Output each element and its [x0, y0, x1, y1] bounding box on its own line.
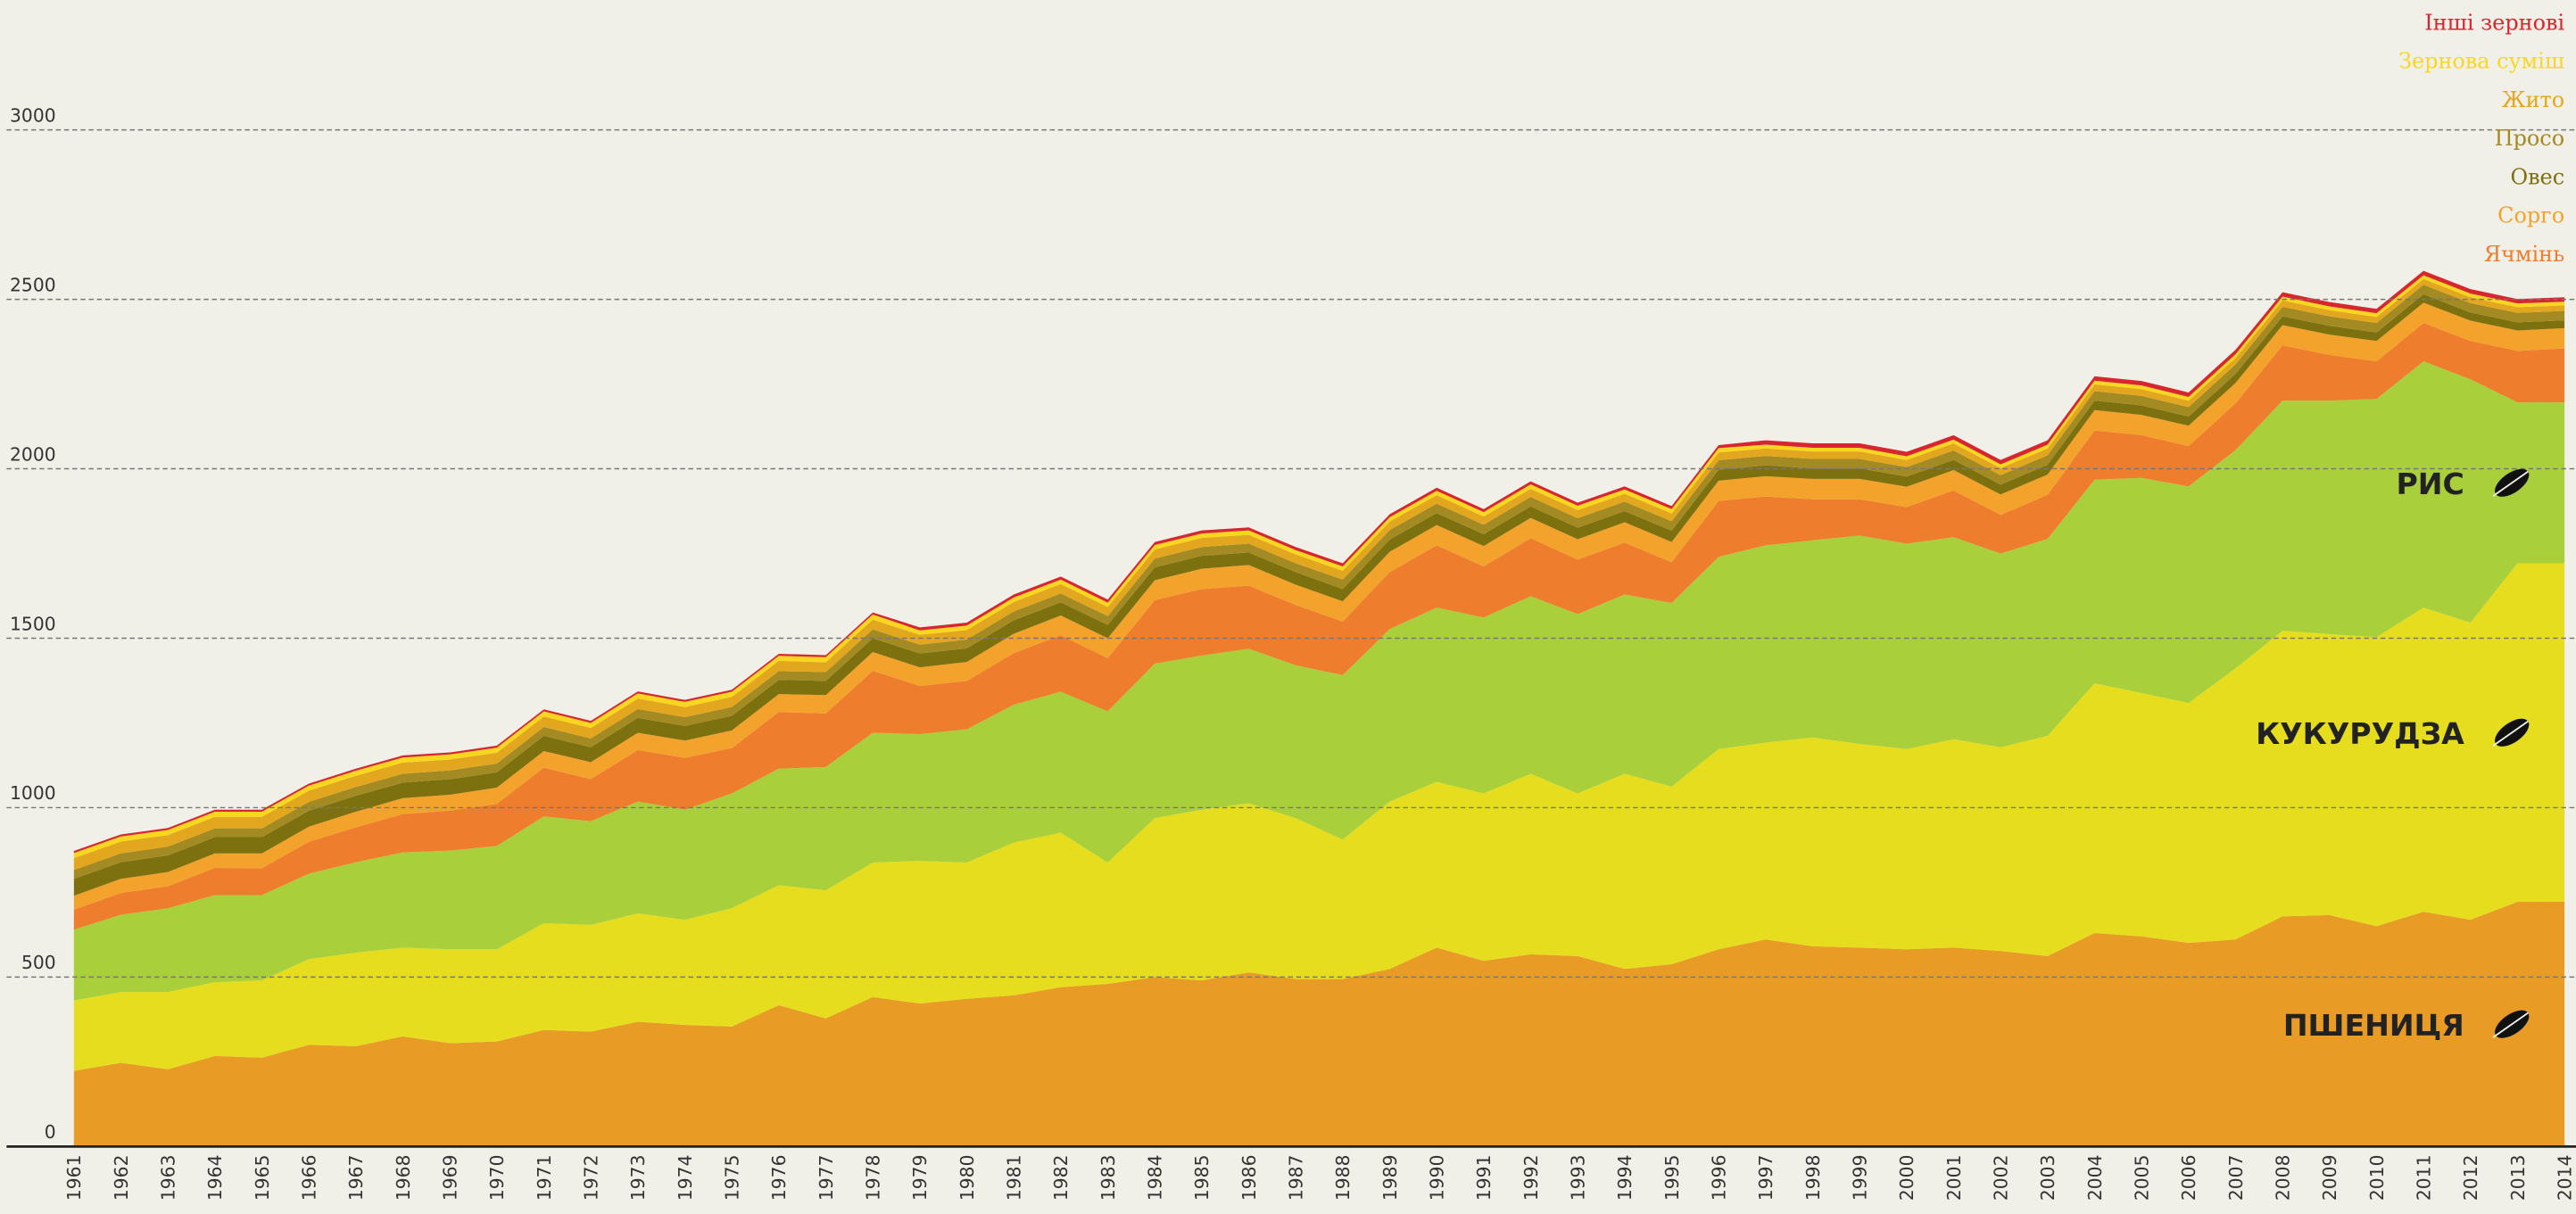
- x-tick-label: 2013: [2507, 1155, 2529, 1202]
- x-tick-label: 1981: [1004, 1155, 1025, 1202]
- x-tick-label: 1979: [909, 1155, 931, 1202]
- x-tick-label: 2005: [2131, 1155, 2152, 1202]
- x-tick-label: 2002: [1990, 1155, 2011, 1202]
- x-tick-label: 1994: [1614, 1155, 1636, 1202]
- x-tick-label: 1965: [252, 1155, 273, 1202]
- x-tick-label: 1983: [1097, 1155, 1119, 1202]
- x-tick-label: 1996: [1709, 1155, 1730, 1202]
- series-icon: [2492, 718, 2530, 747]
- icon-stem: [2492, 1012, 2529, 1038]
- x-tick-label: 1985: [1191, 1155, 1213, 1202]
- x-tick-label: 1976: [768, 1155, 790, 1202]
- legend-label: Зернова суміш: [2398, 49, 2564, 74]
- y-tick-label: 500: [21, 952, 56, 973]
- x-tick-label: 1991: [1473, 1155, 1495, 1202]
- series-label: РИС: [2396, 467, 2464, 501]
- y-tick-label: 0: [45, 1121, 56, 1143]
- x-tick-label: 1978: [863, 1155, 884, 1202]
- x-tick-label: 1990: [1427, 1155, 1448, 1202]
- x-tick-label: 1974: [675, 1155, 696, 1202]
- x-tick-label: 2011: [2413, 1155, 2434, 1202]
- x-tick-label: 1975: [722, 1155, 743, 1202]
- area: [73, 323, 2565, 930]
- x-tick-label: 2006: [2178, 1155, 2199, 1202]
- y-tick-label: 1000: [10, 782, 56, 804]
- y-tick-label: 2000: [10, 443, 56, 465]
- x-tick-label: 1982: [1050, 1155, 1072, 1202]
- x-tick-label: 1992: [1520, 1155, 1542, 1202]
- x-tick-label: 1963: [158, 1155, 179, 1202]
- x-tick-label: 1967: [345, 1155, 367, 1202]
- x-tick-label: 1972: [581, 1155, 602, 1202]
- legend-label: Жито: [2502, 87, 2564, 112]
- x-tick-label: 1961: [63, 1155, 85, 1202]
- legend-label: Овес: [2510, 164, 2564, 189]
- x-tick-label: 2009: [2319, 1155, 2340, 1202]
- series-icon: [2492, 1010, 2530, 1038]
- area: [73, 302, 2565, 910]
- series-icon: [2492, 468, 2530, 497]
- x-tick-label: 1971: [534, 1155, 555, 1202]
- x-tick-label: 1998: [1802, 1155, 1824, 1202]
- x-tick-label: 1989: [1379, 1155, 1401, 1202]
- legend-label: Ячмінь: [2484, 242, 2564, 267]
- x-tick-label: 2012: [2460, 1155, 2481, 1202]
- legend-label: Інші зернові: [2424, 10, 2564, 35]
- legend-label: Сорго: [2497, 203, 2564, 228]
- x-tick-label: 1980: [957, 1155, 978, 1202]
- x-tick-label: 1993: [1568, 1155, 1589, 1202]
- series-label: ПШЕНИЦЯ: [2283, 1008, 2464, 1043]
- x-tick-label: 2001: [1943, 1155, 1965, 1202]
- x-tick-label: 1973: [627, 1155, 649, 1202]
- x-tick-label: 1969: [440, 1155, 461, 1202]
- x-tick-label: 1997: [1755, 1155, 1777, 1202]
- area: [73, 563, 2565, 1071]
- x-tick-label: 1999: [1849, 1155, 1870, 1202]
- legend-label: Просо: [2495, 126, 2564, 151]
- x-tick-label: 1968: [393, 1155, 414, 1202]
- area: [73, 902, 2565, 1147]
- series-label: КУКУРУДЗА: [2256, 716, 2464, 751]
- x-tick-label: 1964: [204, 1155, 226, 1202]
- x-tick-label: 1988: [1332, 1155, 1354, 1202]
- x-tick-label: 1970: [486, 1155, 508, 1202]
- x-tick-label: 2000: [1896, 1155, 1918, 1202]
- x-tick-label: 1984: [1145, 1155, 1166, 1202]
- y-tick-label: 2500: [10, 274, 56, 295]
- x-tick-label: 2008: [2272, 1155, 2293, 1202]
- icon-stem: [2492, 470, 2529, 497]
- x-tick-label: 2014: [2554, 1155, 2575, 1202]
- area: [73, 361, 2565, 1001]
- x-tick-label: 1966: [299, 1155, 320, 1202]
- x-tick-label: 2007: [2225, 1155, 2247, 1202]
- y-tick-label: 1500: [10, 613, 56, 634]
- x-tick-label: 2003: [2037, 1155, 2058, 1202]
- x-tick-label: 1977: [816, 1155, 837, 1202]
- x-tick-label: 2010: [2366, 1155, 2388, 1202]
- x-tick-label: 1962: [111, 1155, 132, 1202]
- icon-stem: [2492, 720, 2529, 747]
- x-tick-label: 2004: [2084, 1155, 2106, 1202]
- y-tick-label: 3000: [10, 104, 56, 126]
- x-tick-label: 1987: [1286, 1155, 1307, 1202]
- x-tick-label: 1995: [1661, 1155, 1683, 1202]
- x-tick-label: 1986: [1238, 1155, 1260, 1202]
